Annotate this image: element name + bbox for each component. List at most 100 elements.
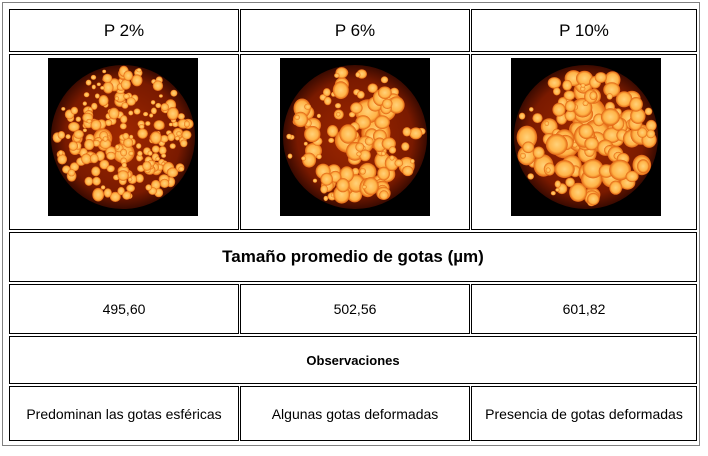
droplet [122, 191, 132, 200]
droplet [545, 167, 551, 173]
droplet [355, 71, 361, 78]
droplet [350, 102, 363, 114]
droplet [131, 74, 143, 87]
droplet [86, 119, 92, 124]
header-p10: P 10% [471, 9, 697, 52]
droplet [334, 103, 342, 109]
droplet [402, 165, 414, 177]
droplet [174, 136, 180, 141]
droplet [301, 156, 307, 161]
droplet [120, 115, 128, 124]
droplet [380, 76, 389, 84]
droplet [348, 111, 356, 118]
droplet [126, 184, 135, 193]
droplet [527, 173, 534, 180]
droplet [637, 159, 650, 174]
droplet [84, 176, 94, 186]
droplet [70, 106, 79, 115]
droplet [580, 83, 586, 88]
size-title: Tamaño promedio de gotas (µm) [9, 232, 697, 282]
droplet [320, 184, 328, 194]
droplet [98, 95, 109, 107]
droplet [82, 128, 87, 133]
droplet [327, 125, 339, 138]
droplet [90, 119, 102, 131]
droplet [150, 100, 156, 105]
droplet [135, 173, 144, 183]
droplet [99, 159, 110, 170]
droplet [91, 84, 96, 90]
droplet [316, 113, 321, 119]
droplet [320, 172, 333, 186]
droplet [120, 79, 131, 90]
droplet [151, 145, 160, 153]
droplet [69, 162, 80, 172]
size-value-p10: 601,82 [471, 284, 697, 334]
droplet [92, 176, 101, 186]
droplet [94, 93, 100, 99]
droplet [625, 170, 639, 183]
droplet [170, 89, 178, 97]
droplet [609, 180, 623, 195]
droplet [159, 178, 170, 188]
observations-title: Observaciones [9, 336, 697, 384]
droplet [123, 93, 130, 99]
droplet [336, 112, 341, 117]
droplet [336, 178, 350, 193]
droplet [137, 150, 143, 157]
droplet [606, 93, 613, 100]
droplet [122, 132, 130, 140]
droplet [578, 123, 594, 139]
droplet [410, 158, 415, 164]
droplet [532, 146, 545, 159]
droplet [158, 146, 167, 155]
droplet [120, 148, 127, 157]
droplet [594, 72, 607, 83]
droplet [150, 131, 162, 145]
droplet [137, 128, 148, 139]
droplet [136, 68, 142, 73]
droplet [388, 96, 405, 114]
results-table: P 2% P 6% P 10% Tamaño promedio de gotas… [2, 2, 700, 446]
droplet [85, 79, 92, 86]
droplet [550, 191, 556, 196]
droplet [312, 178, 318, 183]
droplet [181, 130, 192, 140]
droplet [167, 107, 179, 121]
droplet [100, 185, 106, 190]
droplet [518, 112, 526, 120]
droplet [133, 108, 141, 115]
droplet [136, 143, 142, 149]
droplet [117, 170, 129, 181]
droplet [92, 187, 105, 202]
droplet [522, 141, 535, 154]
droplet [89, 153, 99, 164]
droplet [361, 185, 367, 189]
droplet [322, 88, 331, 97]
droplet [328, 137, 335, 143]
droplet [355, 142, 365, 152]
droplet [382, 98, 393, 109]
droplet [388, 146, 397, 154]
droplet [374, 115, 390, 129]
droplet [61, 107, 66, 111]
droplet [520, 152, 526, 159]
droplet [580, 86, 586, 92]
droplet [68, 121, 80, 132]
droplet [367, 83, 378, 93]
droplet [161, 153, 167, 158]
droplet [304, 103, 312, 110]
droplet [323, 96, 332, 106]
droplet [303, 141, 308, 146]
droplet [615, 91, 633, 108]
droplet [364, 137, 374, 146]
droplet [603, 82, 621, 98]
droplet [102, 81, 114, 94]
droplet [176, 131, 182, 137]
droplet [102, 69, 107, 74]
droplet [115, 144, 120, 150]
droplet [65, 134, 71, 140]
droplet [123, 70, 133, 81]
droplet [359, 149, 371, 162]
droplet [150, 107, 157, 115]
